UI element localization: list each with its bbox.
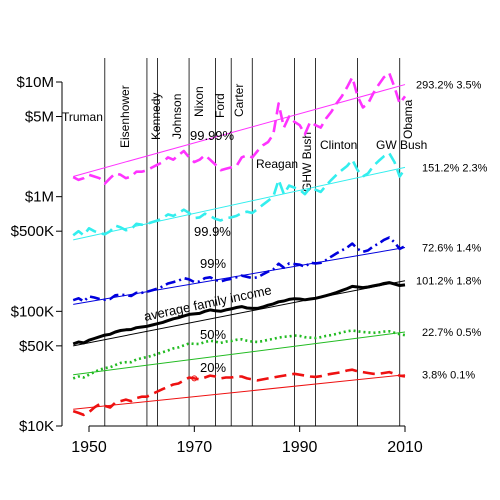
x-tick-label: 2010 (387, 439, 423, 456)
series-line (72, 236, 406, 303)
axes: $10K $50K $100K $500K $1M $5M $10M 1950 1970 1990… (11, 74, 423, 456)
series-label: 99% (200, 256, 226, 271)
y-tick-label: $100K (11, 303, 54, 320)
president-label: Ford (213, 93, 227, 118)
president-label: Truman (62, 110, 103, 124)
y-tick-label: $1M (25, 189, 54, 206)
president-label: Reagan (256, 157, 298, 171)
series-line (72, 329, 406, 380)
trend-line (73, 166, 406, 241)
series-line (72, 71, 407, 185)
series-line (72, 281, 406, 346)
series-label: 50% (200, 327, 226, 342)
growth-annotation: 293.2% 3.5% (416, 80, 482, 92)
trend-line (73, 280, 406, 347)
president-label: Eisenhower (118, 85, 132, 148)
x-tick-label: 1950 (71, 439, 107, 456)
growth-annotation: 72.6% 1.4% (422, 243, 482, 255)
y-tick-label: $10M (16, 74, 54, 91)
trend-line (73, 84, 406, 177)
y-tick-label: $10K (19, 418, 54, 435)
trend-line (73, 374, 406, 410)
annotations: 293.2% 3.5% 151.2% 2.3% 72.6% 1.4% 101.2% 1… (416, 80, 488, 382)
series-line (72, 151, 407, 237)
series-line (72, 368, 406, 417)
president-boundaries (104, 58, 401, 426)
series-lines (72, 71, 407, 417)
series-marker (191, 375, 198, 382)
x-tick-label: 1990 (282, 439, 318, 456)
president-label: GHW Bush (300, 132, 314, 192)
president-label: Johnson (170, 94, 184, 139)
president-label: Carter (232, 84, 246, 117)
president-label: Obama (401, 99, 415, 139)
president-label: Kennedy (149, 93, 163, 140)
president-label: Nixon (192, 86, 206, 117)
growth-annotation: 22.7% 0.5% (422, 327, 482, 339)
growth-annotation: 151.2% 2.3% (422, 162, 488, 174)
growth-annotation: 101.2% 1.8% (416, 276, 482, 288)
y-tick-label: $50K (19, 338, 54, 355)
series-labels: 99.99% 99.9% 99% average family income 50% 20… (143, 128, 273, 375)
president-label: GW Bush (376, 138, 427, 152)
series-label: 20% (200, 360, 226, 375)
president-label: Clinton (320, 138, 357, 152)
y-tick-label: $5M (25, 109, 54, 126)
y-tick-label: $500K (11, 223, 54, 240)
president-labels: Truman Eisenhower Kennedy Johnson Nixon Ford C… (62, 84, 427, 192)
trend-line (73, 331, 406, 376)
growth-annotation: 3.8% 0.1% (422, 370, 475, 382)
series-label: 99.9% (194, 224, 231, 239)
series-label: 99.99% (190, 128, 235, 143)
series-label: average family income (143, 282, 273, 324)
x-tick-label: 1970 (177, 439, 213, 456)
